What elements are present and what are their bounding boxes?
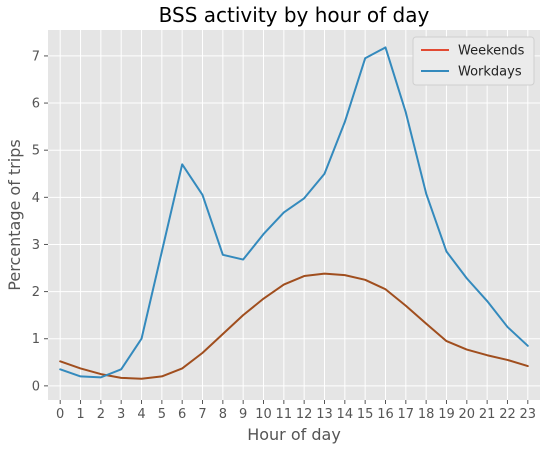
- x-tick-label: 1: [76, 407, 84, 422]
- x-tick-label: 7: [198, 407, 206, 422]
- x-tick-label: 6: [178, 407, 186, 422]
- x-tick-label: 20: [459, 407, 476, 422]
- x-ticks: 0 1 2 3 4 5 6 7 8 9 10 11 12 13 14 15 16 17 18 19 20 21 22 23: [56, 400, 536, 422]
- x-tick-label: 11: [276, 407, 293, 422]
- x-tick-label: 10: [255, 407, 272, 422]
- chart-title: BSS activity by hour of day: [159, 3, 430, 27]
- grid: [48, 30, 540, 400]
- x-tick-label: 15: [357, 407, 374, 422]
- x-tick-label: 13: [316, 407, 333, 422]
- x-tick-label: 0: [56, 407, 64, 422]
- y-tick-label: 5: [32, 144, 40, 159]
- x-tick-label: 19: [438, 407, 455, 422]
- x-tick-label: 21: [479, 407, 496, 422]
- y-tick-label: 3: [32, 238, 40, 253]
- x-tick-label: 9: [239, 407, 247, 422]
- x-tick-label: 18: [418, 407, 435, 422]
- x-tick-label: 12: [296, 407, 313, 422]
- series-line-workdays: [59, 46, 529, 379]
- x-tick-label: 8: [219, 407, 227, 422]
- x-tick-label: 3: [117, 407, 125, 422]
- x-tick-label: 22: [499, 407, 516, 422]
- series-lines: [59, 46, 529, 380]
- y-tick-label: 4: [32, 191, 40, 206]
- x-tick-label: 2: [97, 407, 105, 422]
- y-tick-label: 1: [32, 332, 40, 347]
- y-tick-label: 6: [32, 97, 40, 112]
- x-tick-label: 16: [377, 407, 394, 422]
- x-tick-label: 17: [398, 407, 415, 422]
- y-axis-label: Percentage of trips: [5, 139, 24, 290]
- y-tick-label: 7: [32, 49, 40, 64]
- series-line-weekends: [59, 272, 529, 380]
- y-ticks: 0 1 2 3 4 5 6 7: [32, 49, 48, 394]
- x-tick-label: 5: [158, 407, 166, 422]
- x-tick-label: 14: [337, 407, 354, 422]
- y-tick-label: 2: [32, 285, 40, 300]
- x-tick-label: 4: [137, 407, 145, 422]
- y-tick-label: 0: [32, 379, 40, 394]
- x-axis-label: Hour of day: [247, 425, 341, 444]
- legend-label-workdays: Workdays: [458, 65, 522, 80]
- legend-label-weekends: Weekends: [458, 44, 525, 59]
- legend: Weekends Workdays: [412, 36, 535, 86]
- x-tick-label: 23: [520, 407, 537, 422]
